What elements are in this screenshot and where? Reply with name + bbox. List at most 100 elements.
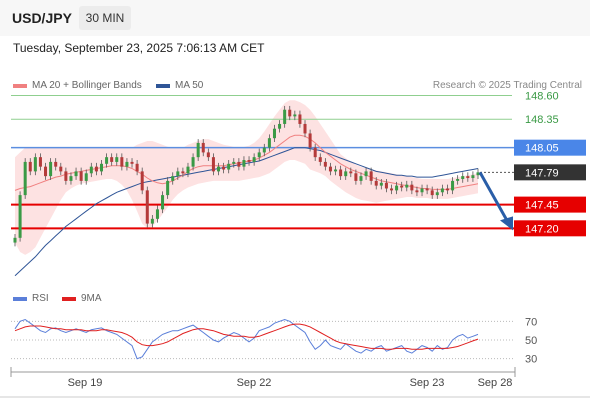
candle-body: [130, 161, 134, 164]
candle-body: [430, 190, 434, 196]
x-tick-label: Sep 22: [237, 377, 272, 389]
level-box-147.20: [514, 220, 586, 237]
candle-body: [105, 157, 109, 164]
candle-body: [395, 185, 399, 191]
candle-body: [23, 161, 27, 196]
legend-rsi-swatch: [13, 296, 27, 301]
rsi-tick-70: 70: [525, 316, 537, 328]
candle-body: [13, 237, 17, 243]
candle-body: [84, 173, 88, 181]
candle-body: [328, 166, 332, 172]
candle-body: [298, 114, 302, 124]
candle-body: [79, 171, 83, 181]
candle-body: [374, 180, 378, 186]
candle-body: [415, 190, 419, 193]
candle-body: [384, 182, 388, 189]
candle-body: [176, 171, 180, 177]
candle-body: [303, 123, 307, 134]
candle-body: [227, 163, 231, 170]
candle-body: [28, 161, 32, 172]
candle-body: [247, 160, 251, 162]
candle-body: [283, 109, 287, 124]
candle-body: [349, 171, 353, 174]
rsi-tick-50: 50: [525, 335, 537, 347]
candle-body: [466, 176, 470, 179]
bottom-rule: [0, 396, 590, 398]
level-label-147.45: 147.45: [525, 200, 559, 212]
candle-body: [420, 188, 424, 193]
candle-body: [425, 188, 429, 191]
symbol-title: USD/JPY: [12, 10, 72, 26]
projection-arrow-shaft: [478, 171, 510, 224]
candle-body: [400, 185, 404, 188]
candle-body: [451, 180, 455, 191]
candle-body: [206, 152, 210, 158]
candle-body: [237, 161, 241, 167]
candle-body: [94, 166, 98, 172]
candle-body: [222, 166, 226, 170]
candle-body: [242, 160, 246, 167]
current-price-label: 147.79: [525, 167, 559, 179]
datetime-label: Tuesday, September 23, 2025 7:06:13 AM C…: [13, 41, 265, 55]
candle-body: [257, 152, 261, 158]
candle-body: [135, 163, 139, 172]
candle-body: [120, 157, 124, 167]
legend-ma50-label: MA 50: [175, 80, 204, 91]
candle-body: [44, 166, 48, 177]
rsi-line: [14, 318, 479, 360]
candle-body: [155, 209, 159, 219]
candle-body: [272, 128, 276, 139]
candle-body: [461, 176, 465, 179]
candle-body: [267, 138, 271, 148]
legend-9ma-swatch: [62, 296, 76, 301]
candle-body: [18, 195, 22, 238]
legend-ma20-swatch: [13, 83, 27, 88]
candle-body: [166, 180, 170, 196]
legend-ma20-label: MA 20 + Bollinger Bands: [32, 80, 142, 91]
level-box-148.05: [514, 139, 586, 156]
timeframe-badge[interactable]: 30 MIN: [79, 6, 131, 30]
candle-body: [140, 171, 144, 191]
candle-body: [59, 166, 63, 172]
candle-body: [405, 184, 409, 188]
candle-body: [379, 182, 383, 186]
candle-body: [99, 163, 104, 172]
candle-body: [33, 157, 37, 172]
candle-body: [471, 175, 475, 179]
candle-body: [313, 147, 317, 158]
legend-rsi: RSI: [13, 293, 49, 304]
legend-rsi-label: RSI: [32, 293, 49, 304]
candle-body: [344, 171, 348, 177]
candle-body: [410, 184, 414, 191]
candle-body: [440, 188, 444, 193]
legend-ma50: MA 50: [156, 80, 203, 91]
candle-body: [435, 192, 439, 196]
candle-body: [49, 161, 53, 177]
level-label-148.05: 148.05: [525, 143, 559, 155]
candle-body: [171, 176, 175, 181]
x-tick-label: Sep 28: [478, 377, 513, 389]
candle-body: [354, 173, 358, 181]
candle-body: [288, 109, 292, 117]
candle-body: [125, 161, 129, 167]
candle-body: [115, 157, 119, 162]
x-tick-label: Sep 23: [410, 377, 445, 389]
x-tick-label: Sep 19: [68, 377, 103, 389]
candle-body: [69, 176, 73, 181]
legend-ma50-swatch: [156, 83, 170, 88]
legend-9ma-label: 9MA: [81, 293, 102, 304]
candle-body: [186, 166, 190, 174]
legend-9ma: 9MA: [62, 293, 102, 304]
candle-body: [369, 171, 373, 181]
bollinger-band: [15, 100, 478, 255]
candle-body: [64, 171, 68, 181]
candle-body: [196, 142, 200, 158]
candle-body: [201, 142, 205, 153]
rsi-tick-30: 30: [525, 354, 537, 366]
ma50-line: [14, 147, 479, 277]
candle-body: [308, 133, 312, 148]
candle-body: [389, 188, 394, 191]
candle-body: [278, 123, 282, 129]
